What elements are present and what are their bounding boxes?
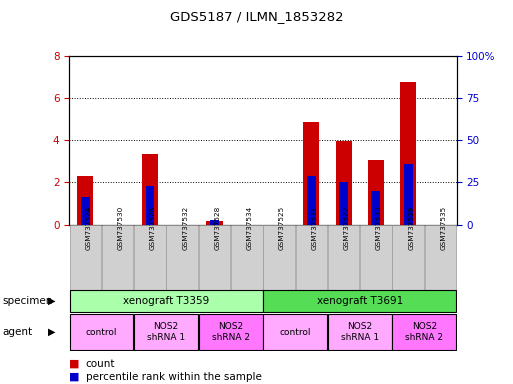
Text: GSM737534: GSM737534 bbox=[247, 206, 253, 250]
Bar bbox=[263, 314, 327, 350]
Bar bbox=[199, 314, 263, 350]
Bar bbox=[210, 220, 219, 225]
Text: GSM737525: GSM737525 bbox=[279, 206, 285, 250]
Text: xenograft T3691: xenograft T3691 bbox=[317, 296, 403, 306]
Text: GSM737524: GSM737524 bbox=[85, 206, 91, 250]
Text: count: count bbox=[86, 359, 115, 369]
Bar bbox=[371, 191, 380, 225]
Bar bbox=[134, 225, 166, 290]
Bar bbox=[146, 185, 154, 225]
Bar bbox=[368, 160, 384, 225]
Bar bbox=[295, 225, 327, 290]
Bar bbox=[263, 225, 295, 290]
Bar bbox=[303, 122, 320, 225]
Text: ■: ■ bbox=[69, 372, 80, 382]
Bar bbox=[166, 225, 198, 290]
Text: specimen: specimen bbox=[3, 296, 53, 306]
Text: agent: agent bbox=[3, 327, 33, 337]
Text: control: control bbox=[280, 328, 311, 337]
Bar bbox=[392, 314, 456, 350]
Bar bbox=[77, 176, 93, 225]
Text: percentile rank within the sample: percentile rank within the sample bbox=[86, 372, 262, 382]
Bar bbox=[400, 82, 416, 225]
Text: GSM737526: GSM737526 bbox=[150, 206, 156, 250]
Text: control: control bbox=[86, 328, 117, 337]
Bar bbox=[206, 221, 223, 225]
Text: ▶: ▶ bbox=[48, 296, 55, 306]
Text: GSM737533: GSM737533 bbox=[376, 206, 382, 250]
Bar bbox=[339, 182, 348, 225]
Text: NOS2
shRNA 1: NOS2 shRNA 1 bbox=[147, 322, 185, 342]
Text: NOS2
shRNA 1: NOS2 shRNA 1 bbox=[341, 322, 379, 342]
Text: GSM737532: GSM737532 bbox=[182, 206, 188, 250]
Bar bbox=[360, 225, 392, 290]
Bar bbox=[425, 225, 456, 290]
Bar bbox=[70, 225, 101, 290]
Bar bbox=[263, 290, 456, 312]
Bar bbox=[328, 225, 360, 290]
Bar bbox=[142, 154, 158, 225]
Bar bbox=[102, 225, 133, 290]
Text: GSM737530: GSM737530 bbox=[117, 206, 124, 250]
Text: NOS2
shRNA 2: NOS2 shRNA 2 bbox=[212, 322, 250, 342]
Text: GDS5187 / ILMN_1853282: GDS5187 / ILMN_1853282 bbox=[170, 10, 343, 23]
Text: GSM737528: GSM737528 bbox=[214, 206, 221, 250]
Text: GSM737535: GSM737535 bbox=[441, 206, 446, 250]
Bar bbox=[70, 290, 263, 312]
Bar bbox=[81, 197, 90, 225]
Bar bbox=[328, 314, 392, 350]
Bar bbox=[392, 225, 424, 290]
Bar bbox=[70, 314, 133, 350]
Text: xenograft T3359: xenograft T3359 bbox=[123, 296, 209, 306]
Text: ▶: ▶ bbox=[48, 327, 55, 337]
Bar bbox=[199, 225, 230, 290]
Text: GSM737527: GSM737527 bbox=[344, 206, 349, 250]
Bar bbox=[134, 314, 198, 350]
Text: GSM737529: GSM737529 bbox=[408, 206, 414, 250]
Bar bbox=[231, 225, 263, 290]
Bar bbox=[404, 164, 412, 225]
Bar bbox=[307, 176, 316, 225]
Text: NOS2
shRNA 2: NOS2 shRNA 2 bbox=[405, 322, 443, 342]
Text: GSM737531: GSM737531 bbox=[311, 206, 318, 250]
Text: ■: ■ bbox=[69, 359, 80, 369]
Bar bbox=[336, 141, 352, 225]
